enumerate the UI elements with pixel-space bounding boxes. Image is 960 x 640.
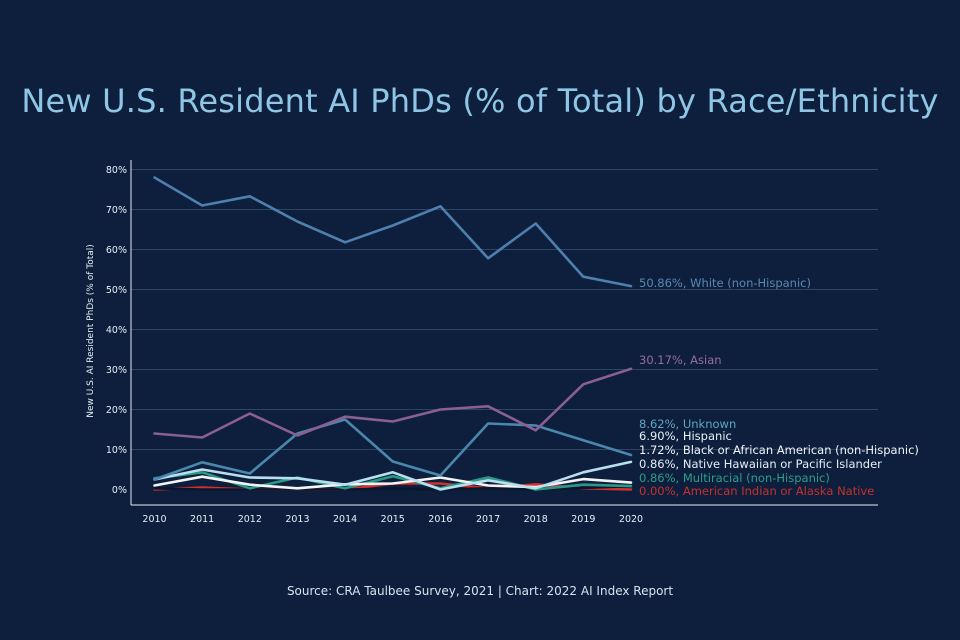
series-end-label: 1.72%, Black or African American (non-Hi… — [639, 443, 919, 457]
series-end-label: 0.86%, Multiracial (non-Hispanic) — [639, 471, 830, 485]
x-tick-label: 2016 — [428, 514, 452, 525]
y-tick-label: 50% — [106, 285, 127, 296]
series-line-white-non-hispanic — [153, 176, 633, 288]
chart-title: New U.S. Resident AI PhDs (% of Total) b… — [21, 82, 939, 120]
y-tick-label: 0% — [112, 485, 127, 496]
x-tick-label: 2018 — [524, 514, 548, 525]
x-tick-label: 2014 — [333, 514, 357, 525]
y-tick-labels: 0% 10% 20% 30% 40% 50% 60% 70% 80% — [106, 165, 127, 496]
grid-lines — [131, 169, 878, 450]
y-tick-label: 70% — [106, 205, 127, 216]
series-end-label: 0.86%, Native Hawaiian or Pacific Island… — [639, 457, 882, 471]
series-line-black-or-african-american-non-hispanic — [153, 475, 633, 490]
series-line-unknown — [153, 418, 633, 481]
x-tick-label: 2012 — [238, 514, 262, 525]
x-tick-label: 2019 — [571, 514, 595, 525]
series-end-label: 0.00%, American Indian or Alaska Native — [639, 484, 874, 498]
series-lines — [153, 176, 633, 491]
axes — [130, 160, 878, 506]
y-tick-label: 60% — [106, 245, 127, 256]
x-tick-label: 2011 — [190, 514, 214, 525]
y-tick-label: 20% — [106, 405, 127, 416]
series-line-asian — [153, 367, 633, 439]
x-tick-label: 2013 — [285, 514, 309, 525]
x-tick-labels: 2010 2011 2012 2013 2014 2015 2016 2017 2018 2019… — [142, 514, 643, 525]
y-tick-label: 40% — [106, 325, 127, 336]
x-tick-label: 2020 — [619, 514, 643, 525]
series-end-label: 6.90%, Hispanic — [639, 429, 732, 443]
y-tick-label: 80% — [106, 165, 127, 176]
y-axis-label: New U.S. AI Resident PhDs (% of Total) — [86, 244, 96, 418]
series-end-label: 8.62%, Unknown — [639, 417, 736, 431]
series-end-label: 30.17%, Asian — [639, 353, 722, 367]
x-tick-label: 2010 — [142, 514, 166, 525]
x-tick-label: 2017 — [476, 514, 500, 525]
x-tick-label: 2015 — [381, 514, 405, 525]
series-line-hispanic — [153, 460, 633, 491]
series-end-label: 50.86%, White (non-Hispanic) — [639, 276, 811, 290]
source-note: Source: CRA Taulbee Survey, 2021 | Chart… — [286, 584, 674, 598]
y-tick-label: 10% — [106, 445, 127, 456]
series-end-labels: 50.86%, White (non-Hispanic) 30.17%, Asia… — [639, 276, 919, 498]
y-tick-label: 30% — [106, 365, 127, 376]
